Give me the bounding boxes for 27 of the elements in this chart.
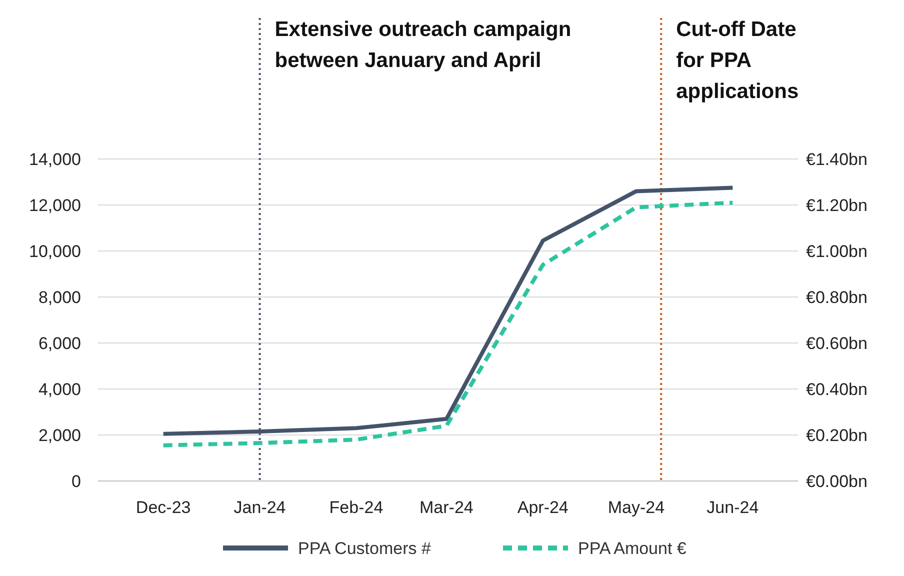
y-tick-label: 12,000 [29,196,81,215]
y-tick-label: 6,000 [38,334,81,353]
legend-label: PPA Amount € [578,538,687,558]
y-tick-label: 10,000 [29,242,81,261]
x-tick-label: Mar-24 [420,498,474,517]
y2-tick-label: €0.60bn [806,334,868,353]
ref-line-label: Extensive outreach campaign between January and April [274,18,572,72]
y2-tick-label: €1.40bn [806,150,868,169]
y-tick-label: 8,000 [38,288,81,307]
y2-tick-label: €0.80bn [806,288,868,307]
y-tick-label: 4,000 [38,380,81,399]
y2-tick-label: €1.00bn [806,242,868,261]
y-tick-label: 14,000 [29,150,81,169]
x-tick-label: Jan-24 [234,498,286,517]
y2-tick-label: €0.40bn [806,380,868,399]
x-tick-label: Dec-23 [136,498,191,517]
ref-line-label: Cut-off Date for PPA applications [676,18,799,103]
x-tick-label: May-24 [608,498,665,517]
y-tick-label: 0 [72,472,81,491]
y-tick-label: 2,000 [38,426,81,445]
x-tick-label: Feb-24 [329,498,384,517]
y2-tick-label: €0.20bn [806,426,868,445]
x-tick-label: Jun-24 [706,498,759,517]
y2-tick-label: €0.00bn [806,472,868,491]
y2-tick-label: €1.20bn [806,196,868,215]
x-tick-label: Apr-24 [517,498,568,517]
legend-label: PPA Customers # [298,538,432,558]
